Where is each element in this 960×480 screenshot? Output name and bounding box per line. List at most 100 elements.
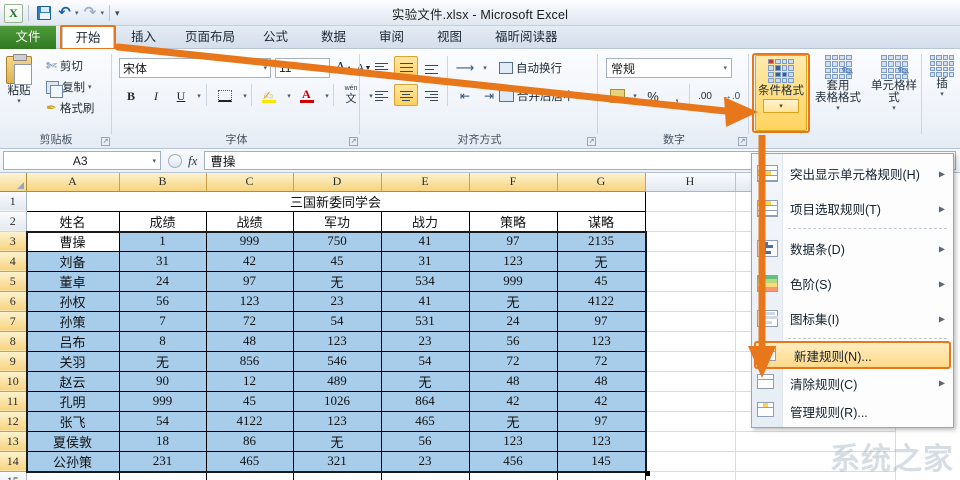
name-box[interactable]: A3 ▾ xyxy=(3,151,161,170)
cell-g8[interactable]: 123 xyxy=(556,330,646,352)
cell-d3[interactable]: 750 xyxy=(292,230,382,252)
currency-button[interactable] xyxy=(607,86,627,106)
cell-d4[interactable]: 45 xyxy=(292,250,382,272)
cell-b2[interactable]: 成绩 xyxy=(118,210,207,232)
undo-dropdown-icon[interactable]: ▾ xyxy=(75,10,79,17)
cell-f12[interactable]: 无 xyxy=(468,410,558,432)
cancel-formula-icon[interactable] xyxy=(168,153,182,168)
cell-d13[interactable]: 无 xyxy=(292,430,382,452)
cell-c14[interactable]: 465 xyxy=(205,450,294,472)
cell-d9[interactable]: 546 xyxy=(292,350,382,372)
cell-g7[interactable]: 97 xyxy=(556,310,646,332)
cell-c5[interactable]: 97 xyxy=(205,270,294,292)
percent-style-button[interactable]: % xyxy=(647,88,659,104)
cell-b9[interactable]: 无 xyxy=(118,350,207,372)
tab-home[interactable]: 开始 xyxy=(62,26,114,49)
cell-f2[interactable]: 策略 xyxy=(468,210,558,232)
borders-dropdown-icon[interactable]: ▾ xyxy=(243,93,247,100)
fill-color-dropdown-icon[interactable]: ▾ xyxy=(287,93,291,100)
column-header-h[interactable]: H xyxy=(645,173,736,192)
cell-h14[interactable] xyxy=(645,451,736,472)
name-box-dropdown-icon[interactable]: ▾ xyxy=(152,157,156,165)
undo-icon[interactable]: ↶ xyxy=(58,4,71,21)
column-header-f[interactable]: F xyxy=(469,173,558,192)
wrap-text-button[interactable]: 自动换行 xyxy=(499,60,562,76)
row-header-7[interactable]: 7 xyxy=(0,311,27,332)
insert-cells-button[interactable]: 插 ▾ xyxy=(926,55,958,98)
number-dialog-launcher[interactable]: ↗ xyxy=(738,137,747,146)
row-header-1[interactable]: 1 xyxy=(0,191,27,212)
row-header-5[interactable]: 5 xyxy=(0,271,27,292)
increase-font-size-button[interactable]: A ▲ xyxy=(335,60,353,75)
format-as-table-button[interactable]: ✎ 套用 表格格式 ▾ xyxy=(812,55,864,112)
cell-e9[interactable]: 54 xyxy=(380,350,470,372)
cell-e4[interactable]: 31 xyxy=(380,250,470,272)
align-bottom-button[interactable] xyxy=(421,58,441,78)
copy-dropdown-icon[interactable]: ▾ xyxy=(88,84,92,91)
cell-f11[interactable]: 42 xyxy=(468,390,558,412)
font-name-dropdown-icon[interactable]: ▾ xyxy=(263,65,267,72)
paste-dropdown-icon[interactable]: ▾ xyxy=(17,98,21,105)
row-header-15[interactable]: 15 xyxy=(0,471,27,480)
tab-view[interactable]: 视图 xyxy=(437,30,463,44)
tab-review[interactable]: 审阅 xyxy=(379,30,405,44)
cell-a13[interactable]: 夏侯敦 xyxy=(25,430,120,452)
cell-h11[interactable] xyxy=(645,391,736,412)
cell-g9[interactable]: 72 xyxy=(556,350,646,372)
cell-d12[interactable]: 123 xyxy=(292,410,382,432)
redo-icon[interactable]: ↷ xyxy=(83,4,97,21)
copy-button[interactable]: 复制 ▾ xyxy=(46,79,92,98)
paste-button[interactable]: 粘贴 ▾ xyxy=(6,54,32,105)
cell-b5[interactable]: 24 xyxy=(118,270,207,292)
cell-e12[interactable]: 465 xyxy=(380,410,470,432)
align-left-button[interactable] xyxy=(371,86,391,106)
number-format-dropdown-icon[interactable]: ▾ xyxy=(723,65,727,72)
menu-item-data-bars[interactable]: 数据条(D) ▶ xyxy=(752,231,953,266)
column-header-e[interactable]: E xyxy=(381,173,470,192)
currency-dropdown-icon[interactable]: ▾ xyxy=(633,93,637,100)
cell-d10[interactable]: 489 xyxy=(292,370,382,392)
cell-f14[interactable]: 456 xyxy=(468,450,558,472)
underline-button[interactable]: U xyxy=(176,88,186,103)
menu-item-top-bottom-rules[interactable]: 项目选取规则(T) ▶ xyxy=(752,191,953,226)
cell-a14[interactable]: 公孙策 xyxy=(25,450,120,472)
cell-overflow-15[interactable] xyxy=(735,471,896,480)
cell-a9[interactable]: 关羽 xyxy=(25,350,120,372)
cell-f8[interactable]: 56 xyxy=(468,330,558,352)
cell-g5[interactable]: 45 xyxy=(556,270,646,292)
cell-styles-dropdown-icon[interactable]: ▾ xyxy=(892,105,896,112)
increase-decimal-button[interactable]: .00 xyxy=(698,90,712,102)
cell-f5[interactable]: 999 xyxy=(468,270,558,292)
cell-g13[interactable]: 123 xyxy=(556,430,646,452)
cell-b15[interactable]: … … xyxy=(118,470,207,480)
cell-h12[interactable] xyxy=(645,411,736,432)
fill-color-button[interactable]: ✍ xyxy=(259,86,279,106)
cell-d5[interactable]: 无 xyxy=(292,270,382,292)
orientation-button[interactable]: ⟶ xyxy=(455,58,475,78)
row-header-12[interactable]: 12 xyxy=(0,411,27,432)
cell-overflow-13[interactable] xyxy=(735,431,896,452)
cell-f10[interactable]: 48 xyxy=(468,370,558,392)
comma-style-button[interactable]: , xyxy=(675,88,679,104)
cut-button[interactable]: ✄ 剪切 xyxy=(46,58,83,74)
cell-c8[interactable]: 48 xyxy=(205,330,294,352)
quick-access-toolbar[interactable]: X ↶ ▾ ↷ ▾ ▾ xyxy=(4,2,120,24)
cell-e3[interactable]: 41 xyxy=(380,230,470,252)
phonetic-guide-button[interactable]: wén 文 xyxy=(344,85,358,105)
font-color-button[interactable]: A xyxy=(297,86,317,106)
cell-c13[interactable]: 86 xyxy=(205,430,294,452)
cell-h13[interactable] xyxy=(645,431,736,452)
cell-b7[interactable]: 7 xyxy=(118,310,207,332)
tab-formulas[interactable]: 公式 xyxy=(263,30,289,44)
cell-d14[interactable]: 321 xyxy=(292,450,382,472)
cell-g3[interactable]: 2135 xyxy=(556,230,646,252)
cell-c15[interactable]: … … xyxy=(205,470,294,480)
cell-f7[interactable]: 24 xyxy=(468,310,558,332)
cell-e10[interactable]: 无 xyxy=(380,370,470,392)
row-header-11[interactable]: 11 xyxy=(0,391,27,412)
cell-h15[interactable] xyxy=(645,471,736,480)
alignment-dialog-launcher[interactable]: ↗ xyxy=(587,137,596,146)
cell-f15[interactable]: … … xyxy=(468,470,558,480)
increase-indent-button[interactable]: ⇥ xyxy=(479,86,499,106)
font-color-dropdown-icon[interactable]: ▾ xyxy=(325,93,329,100)
